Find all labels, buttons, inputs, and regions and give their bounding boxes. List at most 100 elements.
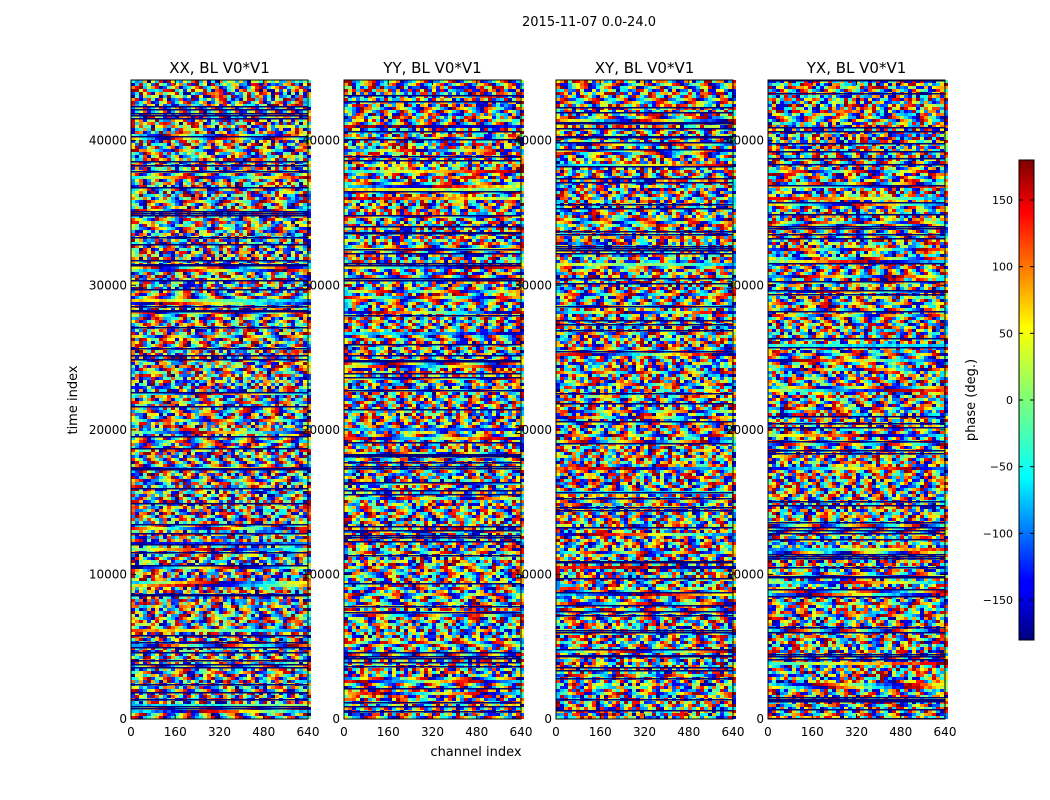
colorbar-tick-label: −100 bbox=[983, 527, 1013, 540]
band-line bbox=[768, 589, 945, 591]
band-line bbox=[768, 228, 945, 230]
y-tick-label: 20000 bbox=[302, 423, 340, 437]
band-line bbox=[131, 237, 308, 239]
band-line bbox=[556, 278, 733, 280]
band-line bbox=[556, 699, 733, 701]
band-line bbox=[344, 711, 521, 713]
band-line bbox=[768, 427, 945, 429]
band-line bbox=[344, 215, 521, 217]
band-line bbox=[556, 510, 733, 512]
x-tick-label: 0 bbox=[340, 725, 348, 739]
band-line bbox=[344, 226, 521, 228]
band-line bbox=[556, 306, 733, 308]
band-line bbox=[344, 101, 521, 103]
y-tick-label: 10000 bbox=[89, 567, 127, 581]
x-tick-label: 0 bbox=[552, 725, 560, 739]
band-line bbox=[556, 234, 733, 236]
band-line bbox=[344, 482, 521, 484]
band-line bbox=[768, 530, 945, 532]
band-line bbox=[768, 596, 945, 598]
x-tick-label: 640 bbox=[934, 725, 957, 739]
band-line bbox=[131, 524, 308, 526]
band-line bbox=[344, 468, 521, 470]
band-line bbox=[131, 667, 308, 669]
band-line bbox=[344, 658, 521, 660]
band-line bbox=[344, 315, 521, 317]
band-line bbox=[344, 360, 521, 362]
band-line bbox=[131, 327, 308, 329]
heatmap bbox=[131, 80, 311, 719]
panel-title: XY, BL V0*V1 bbox=[595, 59, 695, 77]
band-line bbox=[768, 416, 945, 418]
band-line bbox=[768, 151, 945, 153]
band-line bbox=[344, 253, 521, 255]
x-tick-label: 160 bbox=[801, 725, 824, 739]
y-tick-label: 0 bbox=[332, 712, 340, 726]
band-line bbox=[556, 605, 733, 607]
y-tick-label: 20000 bbox=[726, 423, 764, 437]
band-line bbox=[556, 527, 733, 529]
band-line bbox=[131, 118, 308, 120]
band-line bbox=[768, 654, 945, 656]
band-line bbox=[131, 692, 308, 694]
band-line bbox=[131, 213, 308, 215]
band-line bbox=[344, 280, 521, 282]
band-line bbox=[768, 143, 945, 145]
heatmap bbox=[344, 80, 524, 719]
band-line bbox=[131, 708, 308, 710]
band-line bbox=[131, 355, 308, 357]
band-line bbox=[344, 131, 521, 133]
band-line bbox=[556, 107, 733, 109]
panel-title: XX, BL V0*V1 bbox=[169, 59, 270, 77]
band-line bbox=[344, 462, 521, 464]
band-line bbox=[768, 226, 945, 228]
band-line bbox=[131, 533, 308, 535]
band-line bbox=[344, 652, 521, 654]
band-line bbox=[768, 505, 945, 507]
band-line bbox=[131, 436, 308, 438]
band-line bbox=[344, 537, 521, 539]
band-line bbox=[131, 406, 308, 408]
band-line bbox=[131, 289, 308, 291]
x-axis-label: channel index bbox=[430, 745, 521, 760]
band-line bbox=[131, 260, 308, 262]
band-line bbox=[344, 662, 521, 664]
x-tick-label: 640 bbox=[722, 725, 745, 739]
band-line bbox=[131, 359, 308, 361]
band-line bbox=[556, 649, 733, 651]
band-line bbox=[556, 630, 733, 632]
band-line bbox=[768, 281, 945, 283]
band-line bbox=[768, 627, 945, 629]
colorbar-tick-label: −50 bbox=[990, 461, 1013, 474]
band-line bbox=[344, 232, 521, 234]
band-line bbox=[768, 185, 945, 187]
band-line bbox=[556, 656, 733, 658]
band-line bbox=[556, 710, 733, 712]
band-line bbox=[556, 403, 733, 405]
band-line bbox=[556, 330, 733, 332]
figure-suptitle: 2015-11-07 0.0-24.0 bbox=[522, 15, 656, 30]
band-line bbox=[768, 234, 945, 236]
band-line bbox=[131, 684, 308, 686]
band-line bbox=[768, 699, 945, 701]
band-line bbox=[556, 393, 733, 395]
band-line bbox=[556, 611, 733, 613]
band-line bbox=[768, 556, 945, 558]
y-axis-label: time index bbox=[66, 365, 81, 434]
band-line bbox=[131, 136, 308, 138]
x-tick-label: 480 bbox=[252, 725, 275, 739]
band-line bbox=[556, 142, 733, 144]
band-line bbox=[344, 455, 521, 457]
x-tick-label: 320 bbox=[845, 725, 868, 739]
x-tick-label: 320 bbox=[633, 725, 656, 739]
y-tick-label: 20000 bbox=[514, 423, 552, 437]
band-line bbox=[556, 137, 733, 139]
band-line bbox=[768, 450, 945, 452]
band-line bbox=[768, 238, 945, 240]
band-line bbox=[768, 294, 945, 296]
band-line bbox=[131, 448, 308, 450]
band-line bbox=[556, 592, 733, 594]
colorbar-tick-label: 50 bbox=[999, 327, 1013, 340]
band-line bbox=[344, 526, 521, 528]
band-line bbox=[131, 348, 308, 350]
